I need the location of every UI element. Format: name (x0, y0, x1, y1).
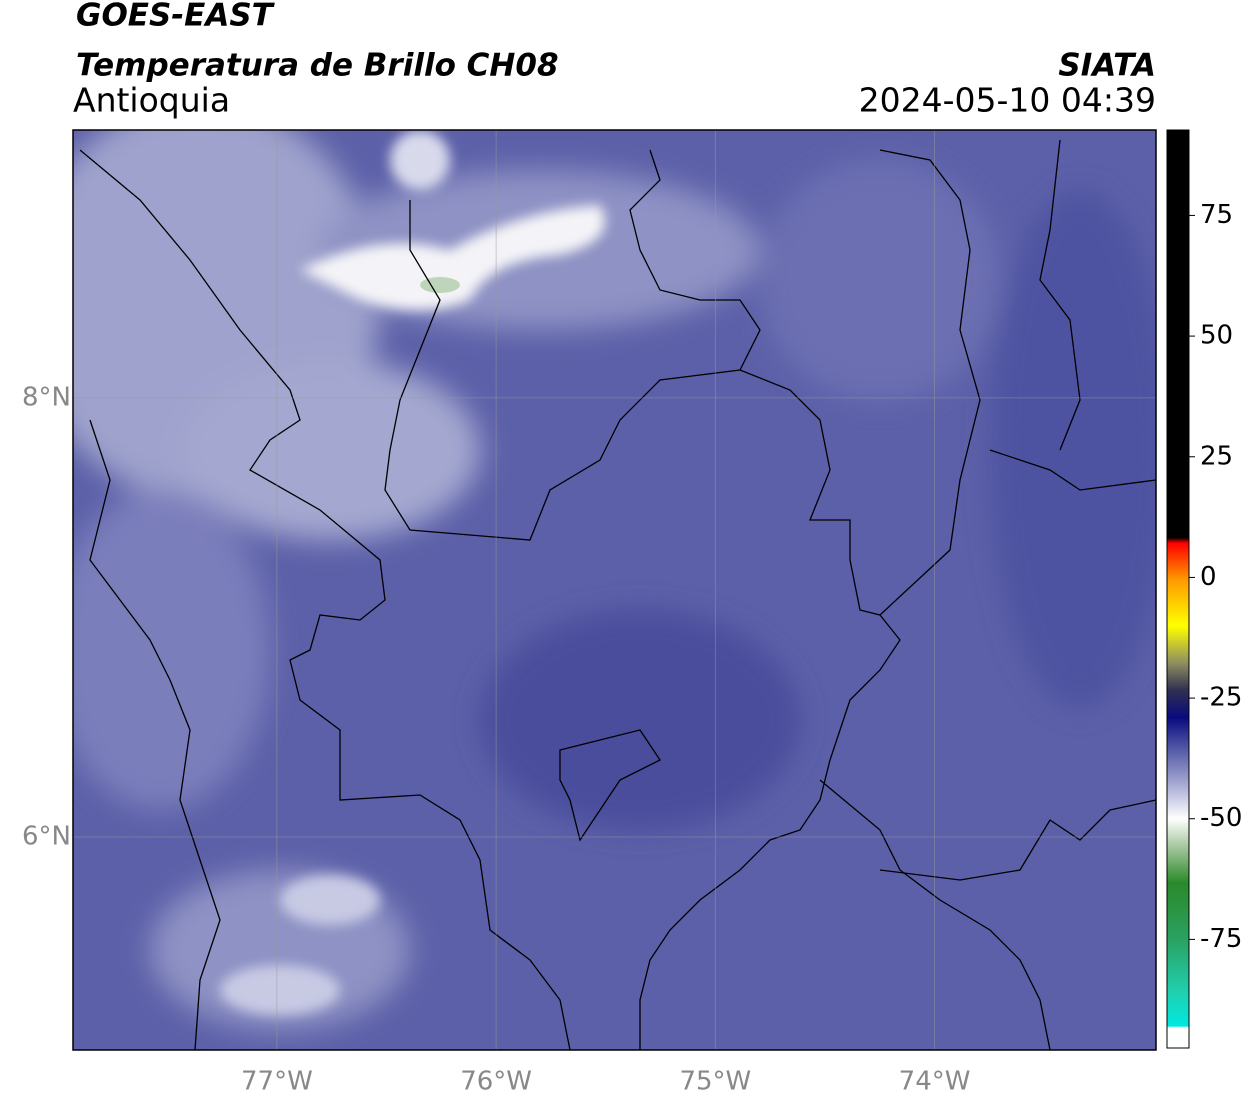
lat-label: 6°N (22, 822, 71, 852)
graticule (73, 130, 1156, 1050)
map-frame (72, 129, 1157, 1051)
region-title: Antioquia (73, 81, 230, 120)
map-image (73, 130, 1156, 1050)
colorbar-tick-label: -75 (1200, 924, 1242, 954)
colorbar-tick-label: 25 (1200, 441, 1233, 471)
colorbar-tick-label: -50 (1200, 803, 1242, 833)
colorbar-tick-label: 50 (1200, 321, 1233, 351)
lon-label: 76°W (460, 1067, 532, 1097)
satellite-title: GOES-EAST (76, 0, 276, 34)
product-title: Temperatura de Brillo CH08 (76, 48, 559, 84)
datetime-label: 2024-05-10 04:39 (859, 81, 1156, 120)
colorbar-tick-label: -25 (1200, 683, 1242, 713)
lat-label: 8°N (22, 382, 71, 412)
lon-label: 74°W (899, 1067, 971, 1097)
source-label: SIATA (1058, 48, 1156, 84)
colorbar-tick-label: 0 (1200, 562, 1217, 592)
colorbar-tick-label: 75 (1200, 200, 1233, 230)
colorbar (1166, 129, 1190, 1049)
lon-label: 77°W (241, 1067, 313, 1097)
lon-label: 75°W (679, 1067, 751, 1097)
